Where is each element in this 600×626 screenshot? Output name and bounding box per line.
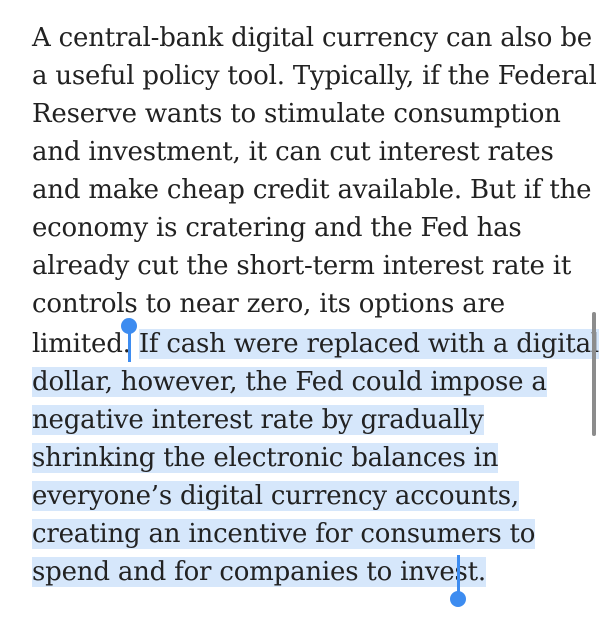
paragraph-line: a useful policy tool. Typically, if the …: [32, 61, 597, 91]
selected-text[interactable]: creating an incentive for consumers to: [32, 519, 536, 549]
selected-text[interactable]: If cash were replaced with a digital: [138, 329, 600, 359]
selected-text[interactable]: dollar, however, the Fed could impose a: [32, 367, 547, 397]
selected-line[interactable]: dollar, however, the Fed could impose a: [32, 363, 547, 401]
paragraph-line: and make cheap credit available. But if …: [32, 175, 592, 205]
selected-line[interactable]: everyone’s digital currency accounts,: [32, 477, 519, 515]
paragraph-line: economy is cratering and the Fed has: [32, 213, 522, 243]
selected-line[interactable]: shrinking the electronic balances in: [32, 439, 499, 477]
selected-text[interactable]: shrinking the electronic balances in: [32, 443, 499, 473]
selected-line[interactable]: spend and for companies to invest.: [32, 553, 486, 591]
selected-text[interactable]: spend and for companies to invest.: [32, 557, 486, 587]
selection-end-handle[interactable]: [450, 591, 466, 607]
selected-line[interactable]: creating an incentive for consumers to: [32, 515, 535, 553]
selected-text[interactable]: negative interest rate by gradually: [32, 405, 484, 435]
selection-end-caret[interactable]: [457, 555, 460, 593]
paragraph-line: controls to near zero, its options are: [32, 289, 505, 319]
unselected-text: limited.: [32, 329, 139, 359]
selected-line[interactable]: negative interest rate by gradually: [32, 401, 484, 439]
selection-start-line[interactable]: limited. If cash were replaced with a di…: [32, 325, 599, 363]
paragraph-line: Reserve wants to stimulate consumption: [32, 99, 561, 129]
paragraph-line: A central-bank digital currency can also…: [32, 23, 592, 53]
paragraph-line: and investment, it can cut interest rate…: [32, 137, 554, 167]
selection-start-caret[interactable]: [128, 330, 131, 362]
selected-text[interactable]: everyone’s digital currency accounts,: [32, 481, 519, 511]
selection-start-handle[interactable]: [121, 318, 137, 334]
paragraph-line: already cut the short-term interest rate…: [32, 251, 572, 281]
scrollbar-thumb[interactable]: [592, 312, 596, 436]
